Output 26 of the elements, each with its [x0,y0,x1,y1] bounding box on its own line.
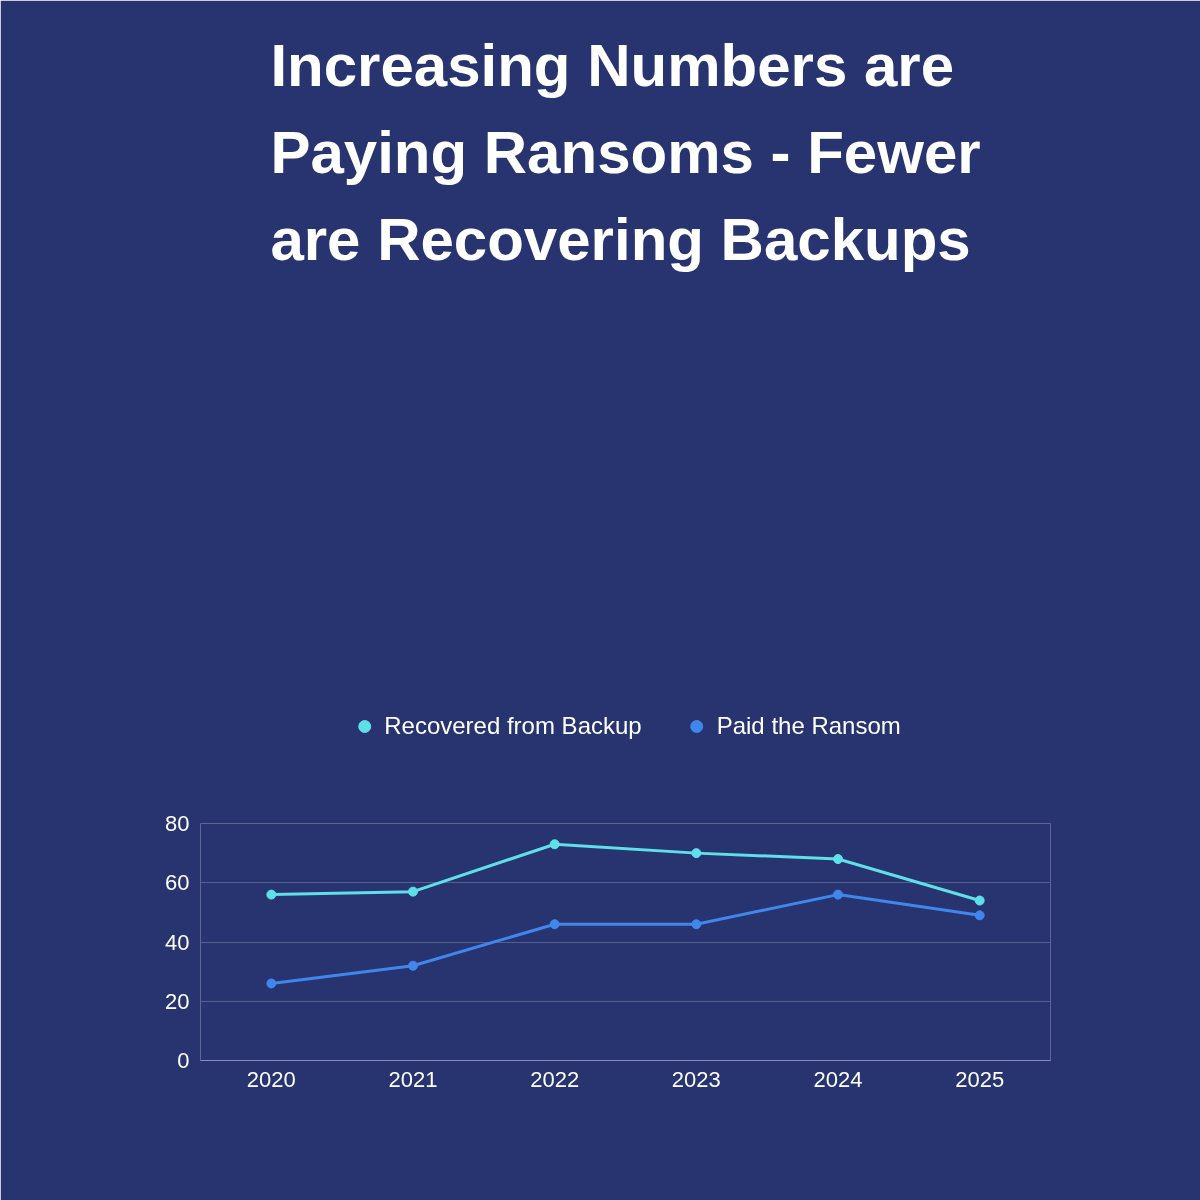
point [691,848,702,859]
point [691,919,702,930]
point [266,889,277,900]
x-tick-label: 2024 [813,1066,863,1092]
point [408,960,418,971]
x-tick-label: 2021 [388,1066,438,1092]
point [974,895,985,906]
y-tick-label: 20 [165,988,190,1014]
legend-label: Recovered from Backup [384,712,642,741]
x-tick-label: 2020 [246,1066,296,1092]
y-tick-label: 60 [165,870,190,896]
chart-title: Increasing Numbers are Paying Ransoms - Fewer are Recovering Backups [270,32,981,274]
y-tick-label: 40 [165,929,190,955]
y-tick-label: 80 [165,811,190,836]
point [549,919,560,930]
point [266,978,277,989]
point [833,854,843,865]
point [408,886,418,897]
legend-label: Paid the Ransom [716,712,901,741]
y-tick-label: 0 [177,1048,190,1073]
x-tick-label: 2023 [671,1066,721,1092]
x-tick-label: 2025 [955,1066,1005,1092]
point [549,839,560,850]
point [974,910,985,921]
point [833,889,843,900]
x-tick-label: 2022 [530,1066,580,1092]
